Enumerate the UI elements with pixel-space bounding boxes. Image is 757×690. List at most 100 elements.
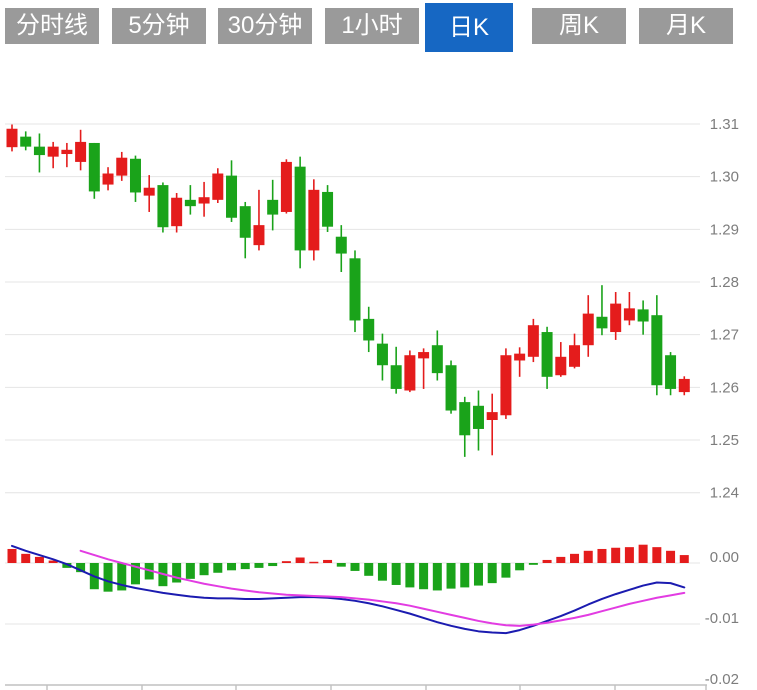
- macd-bar: [336, 563, 346, 567]
- candle-body-up: [102, 173, 114, 185]
- macd-bar: [446, 563, 456, 589]
- macd-bar: [515, 563, 525, 571]
- macd-bar: [460, 563, 470, 588]
- macd-tick-label: -0.01: [705, 610, 739, 627]
- candle-body-up: [6, 128, 18, 148]
- candle-body-down: [445, 365, 457, 411]
- period-tabbar: 分时线 5分钟 30分钟 1小时 日K 周K 月K: [0, 0, 757, 56]
- macd-bar: [679, 555, 689, 563]
- macd-bar: [227, 563, 237, 571]
- candle-body-up: [212, 173, 224, 200]
- macd-bar: [377, 563, 387, 581]
- macd-bar: [34, 556, 44, 563]
- macd-bar: [570, 553, 580, 563]
- macd-bar: [213, 563, 223, 573]
- candle-body-up: [198, 197, 210, 204]
- candle-body-up: [582, 313, 594, 346]
- candle-body-down: [349, 258, 361, 321]
- macd-dea-line: [79, 549, 686, 627]
- price-tick-label: 1.27: [710, 327, 739, 344]
- tab-monthly-k[interactable]: 月K: [639, 8, 733, 44]
- candle-body-up: [280, 161, 292, 212]
- candle-body-down: [20, 136, 32, 147]
- candle-body-down: [294, 166, 306, 251]
- candle-body-down: [472, 405, 484, 429]
- macd-tick-label: 0.00: [710, 549, 739, 566]
- macd-bar: [48, 560, 58, 563]
- macd-bar: [666, 550, 676, 563]
- tab-5min[interactable]: 5分钟: [112, 8, 206, 44]
- candle-body-up: [555, 356, 567, 376]
- macd-bar: [172, 563, 182, 583]
- macd-bar: [268, 563, 278, 567]
- macd-bar: [419, 563, 429, 590]
- macd-bar: [323, 559, 333, 563]
- candle-body-up: [253, 225, 265, 246]
- macd-bar: [281, 561, 291, 563]
- macd-bar: [638, 544, 648, 563]
- candle-body-up: [418, 352, 430, 359]
- macd-bar: [501, 563, 511, 578]
- candle-body-up: [486, 412, 498, 421]
- candle-body-down: [129, 158, 141, 193]
- macd-bar: [117, 563, 127, 591]
- macd-bar: [295, 557, 305, 563]
- macd-bar: [624, 547, 634, 563]
- price-tick-label: 1.29: [710, 221, 739, 238]
- tab-weekly-k[interactable]: 周K: [532, 8, 626, 44]
- macd-diff-line: [11, 544, 686, 635]
- candle-body-up: [678, 378, 690, 393]
- candle-body-down: [541, 332, 553, 377]
- candle-body-down: [431, 345, 443, 374]
- price-tick-label: 1.31: [710, 116, 739, 133]
- macd-bar: [364, 563, 374, 576]
- candle-body-down: [335, 236, 347, 254]
- candle-body-up: [500, 355, 512, 416]
- macd-bar: [309, 561, 319, 564]
- candle-body-down: [88, 142, 100, 192]
- macd-bar: [62, 563, 72, 568]
- candle-body-up: [569, 345, 581, 367]
- candle-body-down: [376, 343, 388, 366]
- candle-body-down: [637, 309, 649, 322]
- price-tick-label: 1.30: [710, 169, 739, 186]
- macd-bar: [405, 563, 415, 588]
- macd-bar: [583, 550, 593, 563]
- candle-body-up: [47, 146, 59, 157]
- tab-timeline[interactable]: 分时线: [5, 8, 99, 44]
- candle-body-down: [239, 206, 251, 238]
- macd-bar: [556, 556, 566, 563]
- macd-bar: [240, 563, 250, 570]
- candle-body-down: [363, 318, 375, 341]
- candle-body-up: [61, 149, 73, 155]
- candle-body-down: [596, 316, 608, 329]
- price-tick-label: 1.26: [710, 379, 739, 396]
- macd-bar: [185, 563, 195, 579]
- macd-bar: [487, 563, 497, 584]
- candle-body-down: [33, 146, 45, 156]
- candle-body-down: [665, 355, 677, 389]
- candle-body-up: [623, 308, 635, 321]
- candle-body-down: [184, 199, 196, 207]
- candle-body-down: [267, 199, 279, 215]
- macd-bar: [473, 563, 483, 586]
- tab-30min[interactable]: 30分钟: [218, 8, 312, 44]
- candle-body-down: [459, 402, 471, 436]
- macd-bar: [528, 563, 538, 565]
- macd-bar: [76, 563, 86, 573]
- candle-body-up: [171, 197, 183, 227]
- macd-bar: [7, 548, 17, 563]
- candle-body-up: [404, 355, 416, 391]
- tab-daily-k[interactable]: 日K: [425, 3, 513, 52]
- candle-body-up: [116, 157, 128, 176]
- tab-1hour[interactable]: 1小时: [325, 8, 419, 44]
- macd-bar: [652, 547, 662, 563]
- macd-tick-label: -0.02: [705, 671, 739, 688]
- macd-bar: [103, 563, 113, 592]
- macd-bar: [254, 563, 264, 568]
- candle-body-down: [322, 191, 334, 227]
- macd-bar: [597, 548, 607, 563]
- macd-bar: [391, 563, 401, 585]
